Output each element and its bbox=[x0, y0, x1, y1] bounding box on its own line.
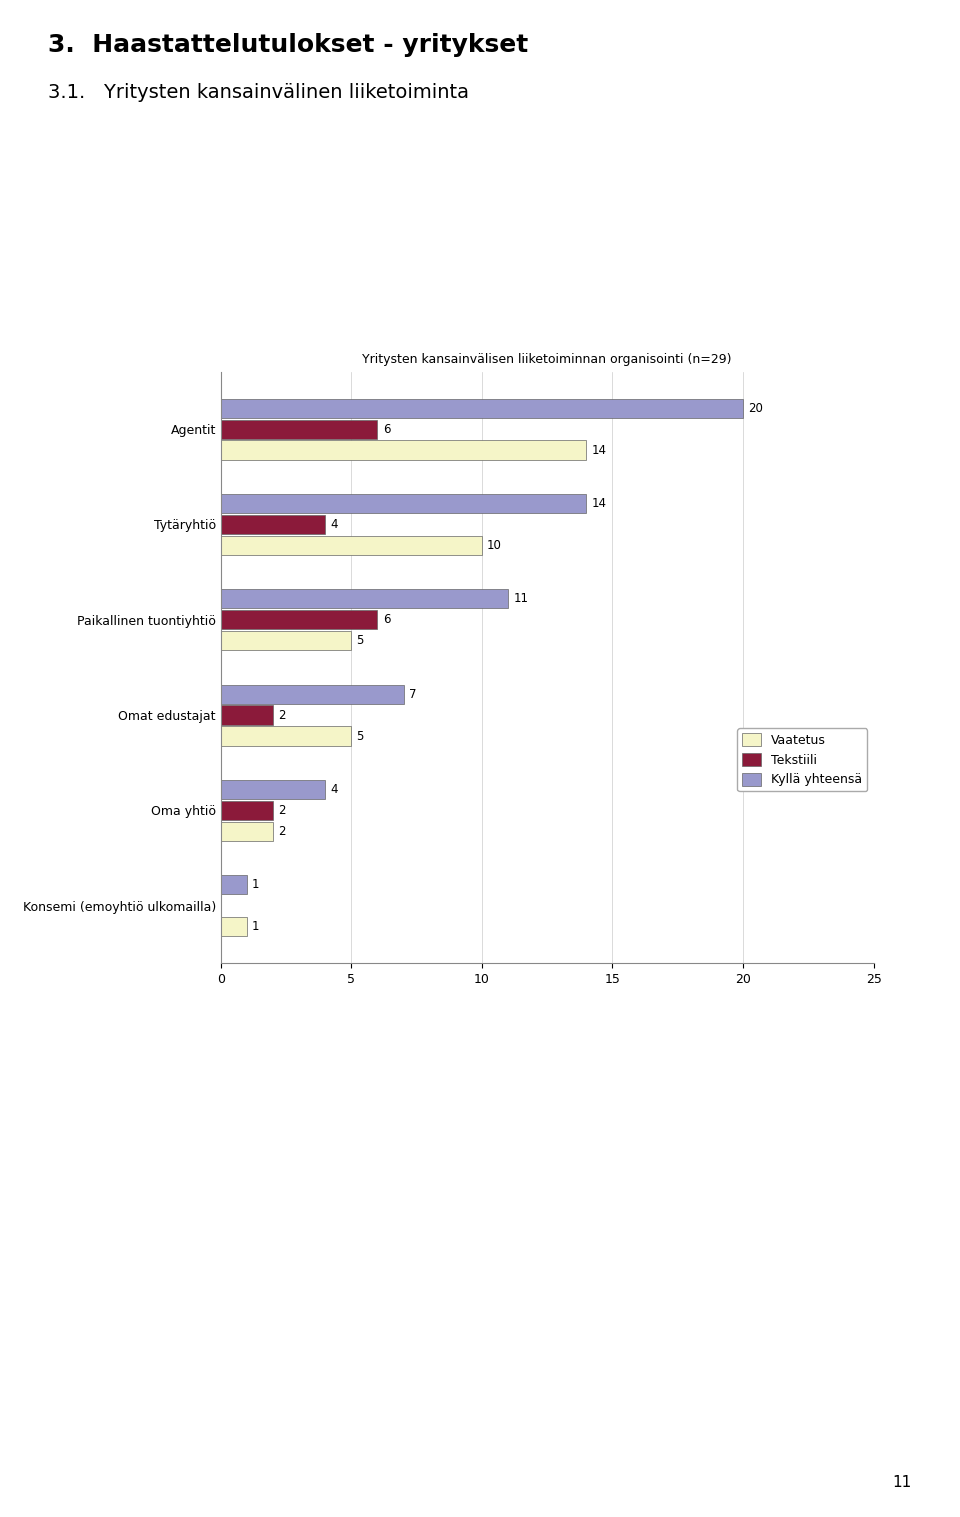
Text: 6: 6 bbox=[383, 613, 390, 627]
Text: 11: 11 bbox=[514, 592, 528, 605]
Text: 2: 2 bbox=[278, 804, 286, 818]
Text: 4: 4 bbox=[330, 517, 338, 531]
Text: 2: 2 bbox=[278, 825, 286, 837]
Text: 2: 2 bbox=[278, 708, 286, 722]
Text: 1: 1 bbox=[252, 878, 259, 892]
Text: 3.1.   Yritysten kansainvälinen liiketoiminta: 3.1. Yritysten kansainvälinen liiketoimi… bbox=[48, 83, 469, 103]
Text: 6: 6 bbox=[383, 423, 390, 435]
Text: 14: 14 bbox=[591, 443, 607, 457]
Text: 11: 11 bbox=[893, 1475, 912, 1490]
Bar bbox=[221, 440, 587, 460]
Text: 7: 7 bbox=[409, 687, 417, 701]
Bar bbox=[221, 495, 587, 513]
Text: 20: 20 bbox=[748, 402, 763, 414]
Text: 10: 10 bbox=[487, 539, 502, 552]
Text: 4: 4 bbox=[330, 783, 338, 796]
Legend: Vaatetus, Tekstiili, Kyllä yhteensä: Vaatetus, Tekstiili, Kyllä yhteensä bbox=[737, 728, 867, 792]
Text: 14: 14 bbox=[591, 498, 607, 510]
Text: 5: 5 bbox=[356, 634, 364, 648]
Bar bbox=[221, 631, 351, 651]
Bar bbox=[221, 801, 273, 821]
Title: Yritysten kansainvälisen liiketoiminnan organisointi (n=29): Yritysten kansainvälisen liiketoiminnan … bbox=[363, 353, 732, 366]
Bar bbox=[221, 589, 508, 608]
Text: 5: 5 bbox=[356, 730, 364, 743]
Bar bbox=[221, 514, 325, 534]
Bar bbox=[221, 875, 247, 895]
Bar bbox=[221, 420, 377, 438]
Bar bbox=[221, 610, 377, 630]
Text: 1: 1 bbox=[252, 921, 259, 933]
Bar bbox=[221, 727, 351, 746]
Text: 3.  Haastattelutulokset - yritykset: 3. Haastattelutulokset - yritykset bbox=[48, 33, 528, 58]
Bar bbox=[221, 399, 743, 417]
Bar bbox=[221, 536, 482, 555]
Bar bbox=[221, 822, 273, 840]
Bar bbox=[221, 918, 247, 936]
Bar bbox=[221, 780, 325, 799]
Bar bbox=[221, 705, 273, 725]
Bar bbox=[221, 684, 403, 704]
